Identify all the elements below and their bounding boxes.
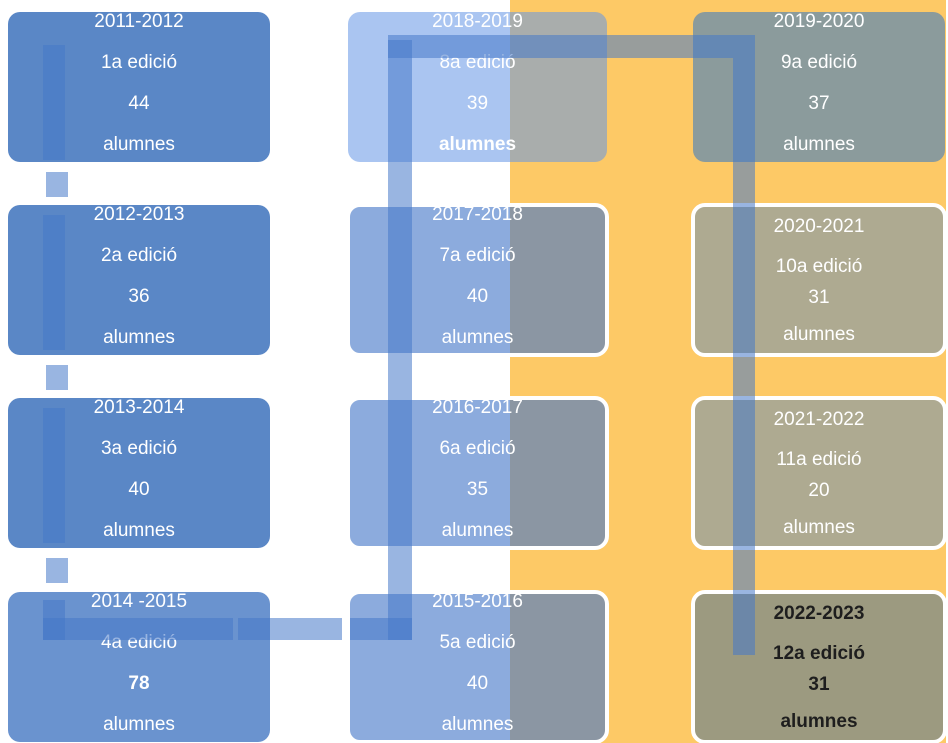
node-unit: alumnes xyxy=(783,324,855,345)
node-box xyxy=(8,12,270,162)
node-count: 37 xyxy=(808,93,829,114)
node: 2011-2012 1a edició 44 alumnes xyxy=(8,11,270,162)
node-count: 78 xyxy=(128,673,149,694)
node-count: 20 xyxy=(808,480,829,501)
node: 2013-2014 3a edició 40 alumnes xyxy=(8,397,270,548)
node-year: 2020-2021 xyxy=(774,216,865,237)
node: 2015-2016 5a edició 40 alumnes xyxy=(346,590,609,743)
connectors xyxy=(43,35,755,655)
node-count: 35 xyxy=(467,479,488,500)
node-box xyxy=(346,396,609,550)
node-box xyxy=(8,398,270,548)
node-box xyxy=(691,396,947,550)
node-count: 40 xyxy=(128,479,149,500)
node-unit: alumnes xyxy=(780,711,857,732)
node-year: 2017-2018 xyxy=(432,204,523,225)
node-unit: alumnes xyxy=(103,327,175,348)
node-edition: 12a edició xyxy=(773,643,865,664)
node-box xyxy=(693,12,945,162)
node-edition: 7a edició xyxy=(439,245,515,266)
node-edition: 3a edició xyxy=(101,438,177,459)
node-edition: 5a edició xyxy=(439,632,515,653)
node-unit: alumnes xyxy=(783,517,855,538)
node-count: 40 xyxy=(467,286,488,307)
node: 2022-2023 12a edició 31 alumnes xyxy=(691,590,947,743)
node-unit: alumnes xyxy=(783,134,855,155)
node-count: 44 xyxy=(128,93,150,114)
node-year: 2011-2012 xyxy=(94,11,183,32)
node-box xyxy=(346,203,609,357)
node-year: 2019-2020 xyxy=(774,11,865,32)
node: 2020-2021 10a edició 31 alumnes xyxy=(691,203,947,357)
node-edition: 1a edició xyxy=(101,52,177,73)
node-edition: 11a edició xyxy=(776,449,861,470)
node-count: 36 xyxy=(128,286,149,307)
node-box xyxy=(691,203,947,357)
node: 2017-2018 7a edició 40 alumnes xyxy=(346,203,609,357)
node-count: 40 xyxy=(467,673,488,694)
node-year: 2015-2016 xyxy=(432,591,523,612)
node-year: 2013-2014 xyxy=(94,397,185,418)
node-unit: alumnes xyxy=(103,714,175,735)
node-year: 2021-2022 xyxy=(774,409,865,430)
node-edition: 2a edició xyxy=(101,245,177,266)
node-unit: alumnes xyxy=(442,714,514,735)
node-box xyxy=(691,590,947,743)
node-count: 31 xyxy=(808,287,829,308)
node-box xyxy=(8,205,270,355)
node-unit: alumnes xyxy=(439,134,516,155)
node-unit: alumnes xyxy=(442,327,514,348)
node-year: 2014 -2015 xyxy=(91,591,187,612)
node-year: 2018-2019 xyxy=(432,11,523,32)
node: 2016-2017 6a edició 35 alumnes xyxy=(346,396,609,550)
node-year: 2012-2013 xyxy=(94,204,185,225)
node-edition: 6a edició xyxy=(439,438,515,459)
node-edition: 10a edició xyxy=(776,256,863,277)
node-year: 2022-2023 xyxy=(774,603,865,624)
node: 2012-2013 2a edició 36 alumnes xyxy=(8,204,270,355)
node-count: 39 xyxy=(467,93,488,114)
node-box xyxy=(346,590,609,743)
node: 2019-2020 9a edició 37 alumnes xyxy=(693,11,945,162)
node-unit: alumnes xyxy=(103,134,175,155)
node-edition: 9a edició xyxy=(781,52,857,73)
node-unit: alumnes xyxy=(442,520,514,541)
node-year: 2016-2017 xyxy=(432,397,523,418)
node-count: 31 xyxy=(808,674,830,695)
node: 2021-2022 11a edició 20 alumnes xyxy=(691,396,947,550)
node-unit: alumnes xyxy=(103,520,175,541)
